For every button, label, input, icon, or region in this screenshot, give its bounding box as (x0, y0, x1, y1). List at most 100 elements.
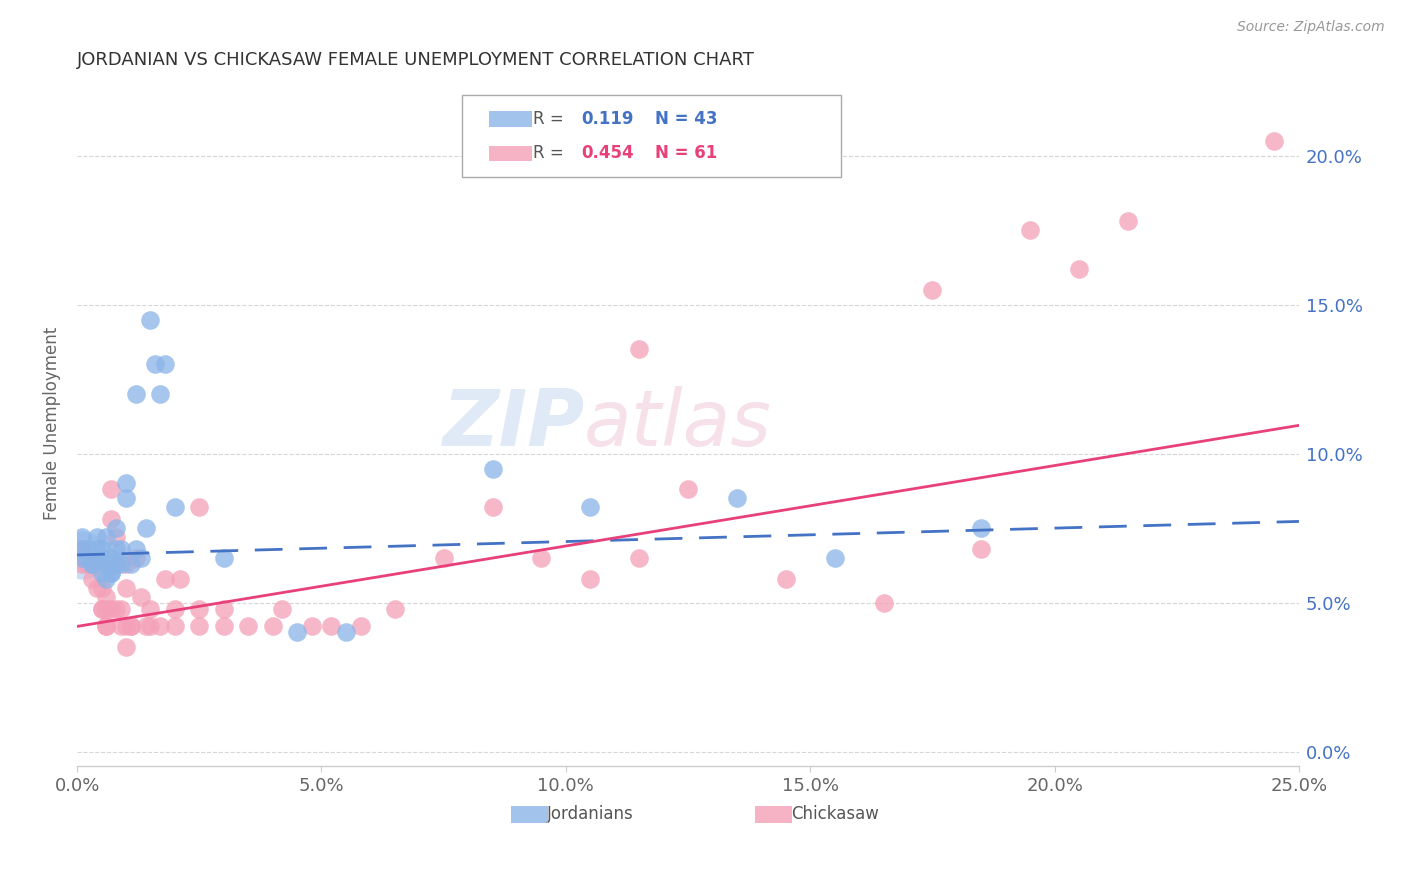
Text: 0.119: 0.119 (582, 110, 634, 128)
Point (285, 625, 308, 640)
Point (110, 601, 132, 615)
Point (188, 601, 211, 615)
Point (86, 557, 108, 571)
Point (100, 512, 122, 526)
Point (96, 530, 118, 544)
Point (90, 601, 112, 615)
Point (70, 541, 93, 556)
Point (628, 343, 651, 357)
Point (86, 530, 108, 544)
FancyBboxPatch shape (755, 806, 792, 823)
Point (100, 557, 122, 571)
Point (110, 557, 132, 571)
Point (153, 357, 176, 371)
Point (129, 590, 152, 604)
Point (105, 601, 128, 615)
Point (212, 619, 235, 633)
Point (100, 566, 122, 580)
Point (262, 619, 284, 633)
Point (188, 500, 211, 515)
Point (80, 557, 103, 571)
Point (433, 550, 456, 565)
FancyBboxPatch shape (489, 112, 531, 127)
Point (115, 557, 138, 571)
Point (86, 581, 108, 595)
Point (149, 387, 172, 401)
Y-axis label: Female Unemployment: Female Unemployment (44, 327, 60, 521)
Point (115, 491, 138, 506)
Point (96, 572, 118, 586)
Point (86, 541, 108, 556)
Point (129, 550, 152, 565)
Point (105, 521, 128, 535)
Point (1019, 223, 1042, 237)
Point (824, 550, 846, 565)
Point (90, 550, 112, 565)
Point (100, 483, 122, 497)
Point (970, 541, 993, 556)
Point (96, 619, 118, 633)
Point (70, 557, 93, 571)
Text: N = 43: N = 43 (655, 110, 717, 128)
Point (1263, 134, 1285, 148)
Point (96, 590, 118, 604)
Point (125, 550, 148, 565)
Text: ZIP: ZIP (441, 386, 583, 462)
Point (96, 557, 118, 571)
Point (530, 550, 553, 565)
Point (120, 557, 142, 571)
Point (163, 601, 186, 615)
Point (115, 581, 138, 595)
Point (139, 312, 162, 326)
Point (970, 521, 993, 535)
Point (105, 557, 128, 571)
Text: R =: R = (533, 145, 569, 162)
Point (110, 541, 132, 556)
Point (96, 601, 118, 615)
Text: Jordanians: Jordanians (547, 805, 634, 823)
Point (188, 619, 211, 633)
Point (134, 619, 156, 633)
Text: JORDANIAN VS CHICKASAW FEMALE UNEMPLOYMENT CORRELATION CHART: JORDANIAN VS CHICKASAW FEMALE UNEMPLOYME… (77, 51, 755, 69)
Point (76, 557, 98, 571)
Point (76, 541, 98, 556)
Point (134, 521, 156, 535)
Text: Chickasaw: Chickasaw (790, 805, 879, 823)
Point (120, 619, 142, 633)
Point (70, 550, 93, 565)
Point (579, 500, 602, 515)
Point (271, 601, 294, 615)
Point (115, 476, 138, 491)
Point (212, 601, 235, 615)
Point (321, 619, 343, 633)
Point (110, 619, 132, 633)
Point (80, 557, 103, 571)
Point (169, 572, 191, 586)
Point (90, 566, 112, 580)
FancyBboxPatch shape (489, 145, 531, 161)
Point (70, 541, 93, 556)
Point (90, 601, 112, 615)
Point (105, 530, 128, 544)
Point (1116, 214, 1139, 228)
Point (872, 596, 894, 610)
Point (100, 601, 122, 615)
Point (139, 619, 162, 633)
Point (90, 581, 112, 595)
Point (96, 619, 118, 633)
Point (725, 491, 748, 506)
Text: 0.454: 0.454 (582, 145, 634, 162)
Point (100, 566, 122, 580)
Point (212, 550, 235, 565)
Point (579, 572, 602, 586)
Point (90, 541, 112, 556)
Point (105, 557, 128, 571)
Point (80, 572, 103, 586)
Point (120, 619, 142, 633)
Point (775, 572, 797, 586)
Text: R =: R = (533, 110, 569, 128)
FancyBboxPatch shape (510, 806, 547, 823)
Point (70, 530, 93, 544)
Point (1067, 262, 1090, 277)
Point (349, 619, 371, 633)
